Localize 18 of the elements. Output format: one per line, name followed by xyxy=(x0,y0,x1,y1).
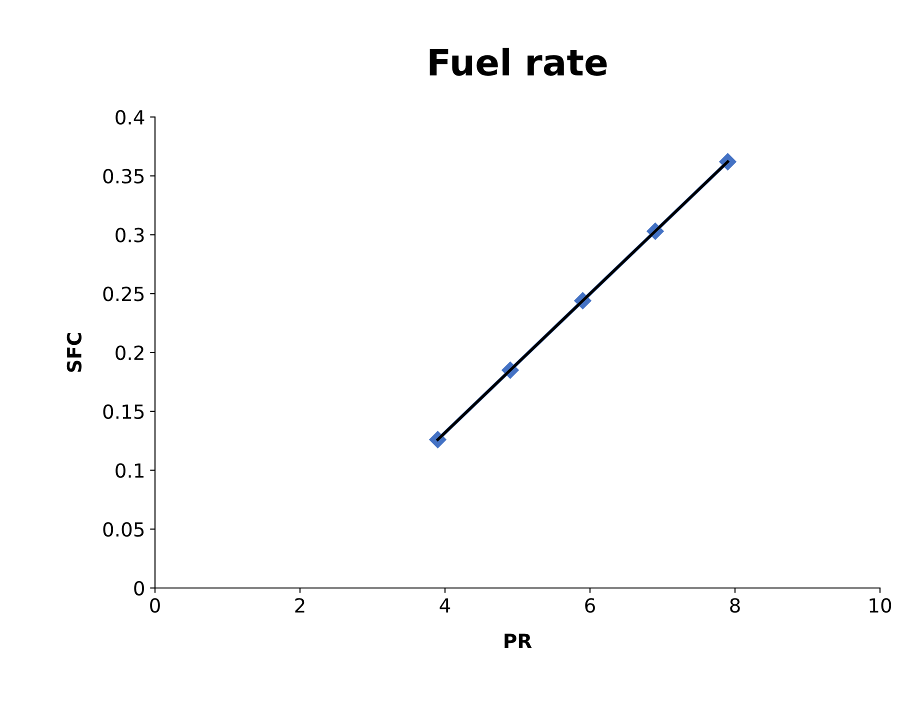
y-tick-label: 0.4 xyxy=(116,110,144,125)
x-tick-label: 0 xyxy=(150,598,160,613)
y-tick-label: 0.1 xyxy=(116,463,144,478)
x-tick-label: 2 xyxy=(295,598,304,612)
x-tick-label: 8 xyxy=(730,598,740,613)
y-tick-label: 0.25 xyxy=(103,286,144,302)
x-tick-label: 6 xyxy=(585,598,595,613)
x-tick-label: 10 xyxy=(870,598,892,613)
y-tick-label: 0.2 xyxy=(116,345,144,360)
y-tick-label: 0.35 xyxy=(103,168,144,184)
x-axis-title: PR xyxy=(504,634,532,648)
y-tick-label: 0.15 xyxy=(103,404,144,420)
chart-title: Fuel rate xyxy=(430,48,607,76)
y-axis-title: SFC xyxy=(66,332,82,372)
y-tick-label: 0.05 xyxy=(103,522,144,537)
x-tick-label: 4 xyxy=(440,598,450,612)
y-tick-label: 0 xyxy=(134,580,144,596)
y-tick-label: 0.3 xyxy=(116,228,144,242)
